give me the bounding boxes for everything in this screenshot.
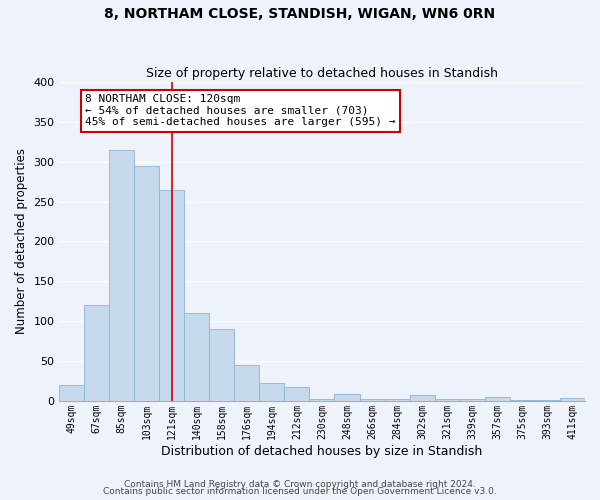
Bar [460,400,485,401]
Y-axis label: Number of detached properties: Number of detached properties [15,148,28,334]
Bar [159,190,184,401]
Text: 8 NORTHAM CLOSE: 120sqm
← 54% of detached houses are smaller (703)
45% of semi-d: 8 NORTHAM CLOSE: 120sqm ← 54% of detache… [85,94,395,127]
Bar [385,398,410,401]
Bar [359,398,385,401]
Bar [410,394,434,401]
Bar [535,400,560,401]
Bar [184,313,209,401]
Bar [134,166,159,401]
Bar [485,397,510,401]
Bar [334,394,359,401]
Bar [109,150,134,401]
Bar [59,385,84,401]
Bar [284,388,310,401]
Bar [310,398,334,401]
Bar [209,329,234,401]
Bar [234,365,259,401]
Bar [259,384,284,401]
Text: Contains HM Land Registry data © Crown copyright and database right 2024.: Contains HM Land Registry data © Crown c… [124,480,476,489]
X-axis label: Distribution of detached houses by size in Standish: Distribution of detached houses by size … [161,444,482,458]
Bar [560,398,585,401]
Text: Contains public sector information licensed under the Open Government Licence v3: Contains public sector information licen… [103,487,497,496]
Title: Size of property relative to detached houses in Standish: Size of property relative to detached ho… [146,66,498,80]
Bar [510,400,535,401]
Text: 8, NORTHAM CLOSE, STANDISH, WIGAN, WN6 0RN: 8, NORTHAM CLOSE, STANDISH, WIGAN, WN6 0… [104,8,496,22]
Bar [434,400,460,401]
Bar [84,306,109,401]
